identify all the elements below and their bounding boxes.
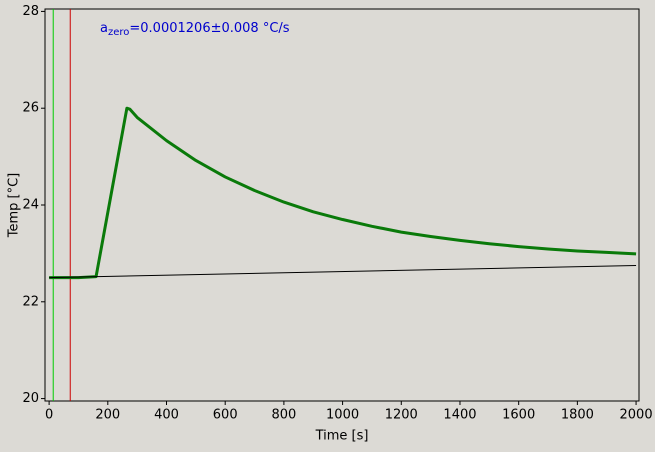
y-axis-label: Temp [°C] [7, 173, 22, 239]
x-tick-label: 600 [213, 408, 238, 423]
x-tick-label: 400 [154, 408, 179, 423]
x-tick-label: 200 [95, 408, 120, 423]
x-tick-label: 2000 [620, 408, 653, 423]
y-tick-label: 22 [22, 294, 39, 309]
x-tick-label: 1600 [502, 408, 535, 423]
y-tick-label: 26 [22, 101, 39, 116]
y-tick-label: 24 [22, 198, 39, 213]
x-tick-label: 800 [271, 408, 296, 423]
annotation-sub: zero [108, 27, 129, 38]
annotation-rest: =0.0001206±0.008 °C/s [129, 21, 289, 36]
annotation-base: a [100, 21, 108, 36]
data-line [49, 106, 637, 280]
x-tick-label: 0 [45, 408, 53, 423]
x-axis-label: Time [s] [315, 429, 369, 444]
x-tick-label: 1000 [326, 408, 359, 423]
data-line [49, 264, 637, 279]
y-tick-label: 28 [22, 4, 39, 19]
annotation: azero=0.0001206±0.008 °C/s [100, 21, 290, 39]
x-tick-label: 1400 [443, 408, 476, 423]
x-tick-label: 1200 [385, 408, 418, 423]
y-tick-label: 20 [22, 391, 39, 406]
x-tick-label: 1800 [561, 408, 594, 423]
